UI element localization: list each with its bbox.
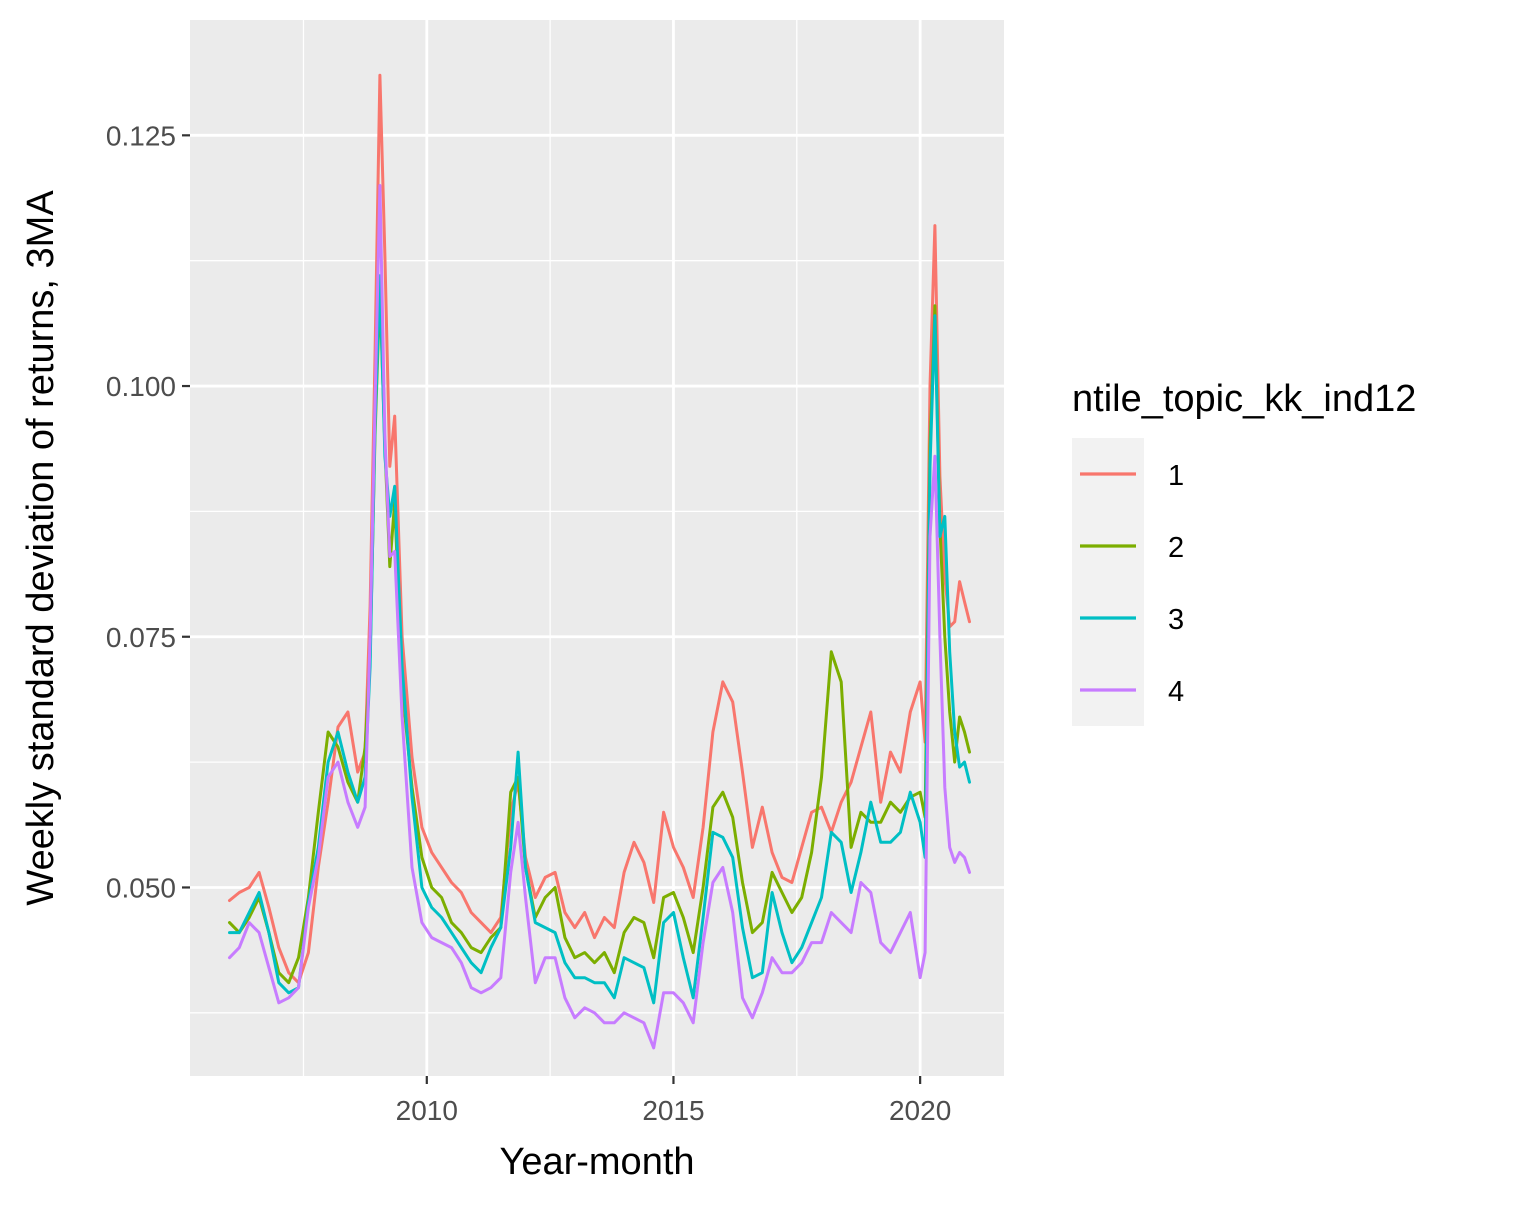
x-tick-label: 2020: [889, 1095, 951, 1126]
x-tick-label: 2015: [642, 1095, 704, 1126]
legend-key-background: [1072, 438, 1144, 726]
x-tick-label: 2010: [396, 1095, 458, 1126]
legend-label-3: 3: [1168, 604, 1184, 636]
y-tick-label: 0.100: [106, 371, 176, 402]
series-line-4: [228, 184, 971, 1050]
y-tick-label: 0.075: [106, 622, 176, 653]
legend-title: ntile_topic_kk_ind12: [1072, 378, 1416, 420]
legend-label-1: 1: [1168, 460, 1184, 492]
y-tick-label: 0.050: [106, 872, 176, 903]
legend-label-2: 2: [1168, 532, 1184, 564]
y-axis: 0.050 0.075 0.100 0.125: [106, 120, 190, 903]
legend-label-4: 4: [1168, 676, 1184, 708]
legend: ntile_topic_kk_ind12 1 2 3 4: [1072, 378, 1416, 726]
grid-major: [190, 20, 1004, 1076]
series-lines: [228, 73, 971, 1050]
y-axis-title: Weekly standard deviation of returns, 3M…: [20, 190, 62, 906]
x-axis-title: Year-month: [499, 1141, 694, 1183]
y-tick-label: 0.125: [106, 120, 176, 151]
grid-minor: [190, 20, 1004, 1076]
x-axis: 2010 2015 2020: [396, 1076, 951, 1126]
plot-panel: [190, 20, 1004, 1076]
legend-items: 1 2 3 4: [1080, 460, 1184, 708]
